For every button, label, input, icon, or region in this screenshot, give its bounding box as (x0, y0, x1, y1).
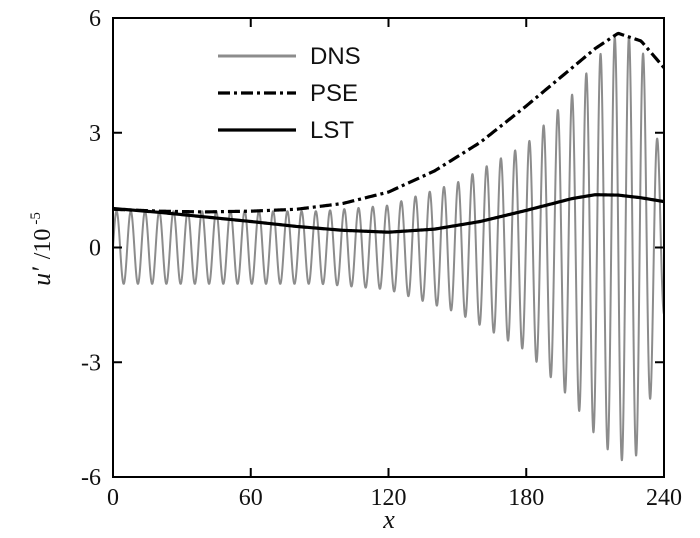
x-tick-label: 180 (508, 485, 544, 511)
x-axis-label: x (382, 505, 395, 534)
y-axis-label-exponent: -5 (28, 212, 44, 225)
series-line-pse (113, 31, 664, 214)
x-tick-label: 60 (239, 485, 263, 511)
legend: DNS PSE LST (218, 43, 361, 144)
x-tick-label: 0 (107, 485, 119, 511)
y-tick-label: -3 (81, 350, 101, 376)
x-tick-label: 120 (371, 485, 407, 511)
y-axis-label-base: u′ (27, 267, 56, 286)
legend-label-pse: PSE (310, 80, 358, 107)
y-tick-label: 6 (89, 6, 101, 32)
plot-series (113, 31, 664, 462)
ticks: 0 60 120 180 240 -6 -3 0 3 6 (81, 6, 682, 511)
series-line-lst (113, 193, 664, 234)
legend-label-lst: LST (310, 117, 354, 144)
y-axis-label: u′ /10 -5 (27, 212, 56, 286)
x-tick-label: 240 (646, 485, 682, 511)
y-tick-label: 0 (89, 236, 101, 262)
series-line-dns (113, 36, 664, 462)
y-axis-label-separator: /10 (30, 229, 56, 260)
legend-label-dns: DNS (310, 43, 361, 70)
y-tick-label: 3 (89, 121, 101, 147)
plot-area (113, 31, 664, 462)
y-tick-label: -6 (81, 465, 101, 491)
